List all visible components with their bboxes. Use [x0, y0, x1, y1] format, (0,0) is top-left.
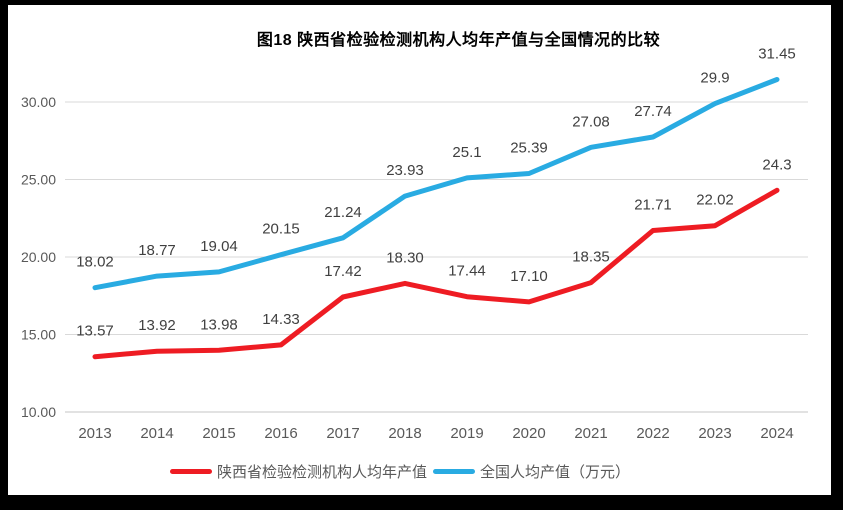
x-tick-label: 2014 [140, 425, 173, 442]
data-label-series-0: 13.98 [200, 316, 238, 333]
chart-legend: 陕西省检验检测机构人均年产值 全国人均产值（万元） [20, 459, 780, 483]
legend-item-shaanxi: 陕西省检验检测机构人均年产值 [169, 461, 427, 482]
data-label-series-0: 17.42 [324, 263, 362, 280]
x-tick-label: 2013 [78, 425, 111, 442]
x-tick-label: 2020 [512, 425, 545, 442]
red-line-swatch-icon [169, 468, 212, 474]
data-label-series-1: 23.93 [386, 162, 424, 179]
y-tick-label: 15.00 [21, 327, 56, 343]
x-tick-label: 2022 [636, 425, 669, 442]
legend-item-national: 全国人均产值（万元） [433, 461, 630, 482]
data-label-series-1: 18.02 [76, 254, 114, 271]
blue-line-swatch-icon [433, 468, 475, 474]
data-label-series-0: 18.30 [386, 249, 424, 266]
x-tick-label: 2017 [326, 425, 359, 442]
data-label-series-1: 27.74 [634, 103, 672, 120]
series-line-1 [92, 77, 780, 291]
y-tick-label: 20.00 [21, 249, 56, 265]
data-label-series-1: 25.39 [510, 139, 548, 156]
chart-title: 图18 陕西省检验检测机构人均年产值与全国情况的比较 [256, 32, 661, 49]
data-label-series-0: 17.10 [510, 268, 548, 285]
data-label-series-0: 17.44 [448, 263, 486, 280]
x-tick-label: 2016 [264, 425, 297, 442]
data-label-series-0: 22.02 [696, 192, 734, 209]
data-label-series-0: 13.92 [138, 317, 176, 334]
data-label-series-1: 25.1 [452, 144, 481, 161]
data-label-series-0: 21.71 [634, 196, 672, 213]
x-tick-label: 2021 [574, 425, 607, 442]
legend-label-shaanxi: 陕西省检验检测机构人均年产值 [216, 463, 427, 481]
x-tick-label: 2015 [202, 425, 235, 442]
x-tick-label: 2023 [698, 425, 731, 442]
data-label-series-0: 18.35 [572, 249, 610, 266]
data-label-series-1: 27.08 [572, 113, 610, 130]
data-label-series-0: 13.57 [76, 323, 114, 340]
x-tick-label: 2018 [388, 425, 421, 442]
legend-label-national: 全国人均产值（万元） [480, 463, 631, 481]
series-line-0 [92, 187, 780, 360]
data-label-series-0: 14.33 [262, 311, 300, 328]
data-label-series-1: 21.24 [324, 204, 362, 221]
data-label-series-1: 20.15 [262, 221, 300, 238]
chart-frame: 图18 陕西省检验检测机构人均年产值与全国情况的比较 [8, 5, 831, 495]
data-label-series-1: 29.9 [700, 70, 729, 87]
data-label-series-1: 31.45 [758, 46, 796, 63]
x-tick-label: 2024 [760, 425, 793, 442]
y-tick-label: 30.00 [21, 94, 56, 110]
data-label-series-1: 18.77 [138, 242, 176, 259]
data-label-series-0: 24.3 [762, 156, 791, 173]
y-tick-label: 10.00 [21, 404, 56, 420]
data-label-series-1: 19.04 [200, 238, 238, 255]
y-tick-label: 25.00 [21, 172, 56, 188]
x-tick-label: 2019 [450, 425, 483, 442]
